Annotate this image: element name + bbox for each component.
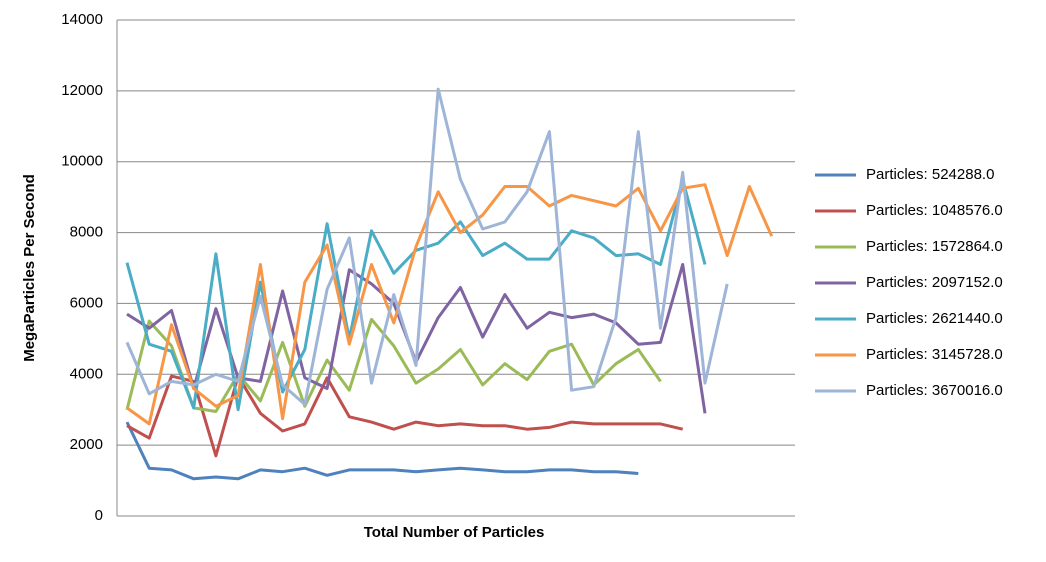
legend-label: Particles: 2621440.0 (866, 310, 1003, 327)
y-tick-label: 10000 (61, 153, 103, 170)
legend-label: Particles: 2097152.0 (866, 274, 1003, 291)
legend-label: Particles: 1572864.0 (866, 238, 1003, 255)
series-line (126, 374, 684, 458)
y-axis-title: MegaParticles Per Second (21, 174, 38, 362)
series-line (125, 421, 639, 481)
y-tick-label: 4000 (70, 365, 103, 382)
legend-label: Particles: 3670016.0 (866, 382, 1003, 399)
series-line (126, 183, 774, 426)
y-tick-label: 14000 (61, 11, 103, 28)
legend-label: Particles: 3145728.0 (866, 346, 1003, 363)
legend-label: Particles: 1048576.0 (866, 202, 1003, 219)
y-tick-label: 0 (95, 507, 103, 524)
y-tick-label: 12000 (61, 82, 103, 99)
series-line (125, 317, 662, 413)
y-tick-label: 6000 (70, 294, 103, 311)
legend-label: Particles: 524288.0 (866, 166, 994, 183)
y-tick-label: 8000 (70, 224, 103, 241)
series-line (125, 87, 729, 406)
y-tick-label: 2000 (70, 436, 103, 453)
x-axis-title: Total Number of Particles (364, 524, 545, 541)
